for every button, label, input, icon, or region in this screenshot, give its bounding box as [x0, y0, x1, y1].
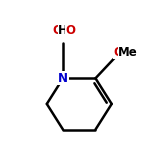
Text: O: O [114, 46, 124, 59]
Text: H: H [58, 24, 68, 37]
Text: O: O [65, 24, 75, 37]
Text: Me: Me [118, 46, 138, 59]
Text: C: C [52, 24, 61, 37]
Text: N: N [58, 72, 68, 85]
